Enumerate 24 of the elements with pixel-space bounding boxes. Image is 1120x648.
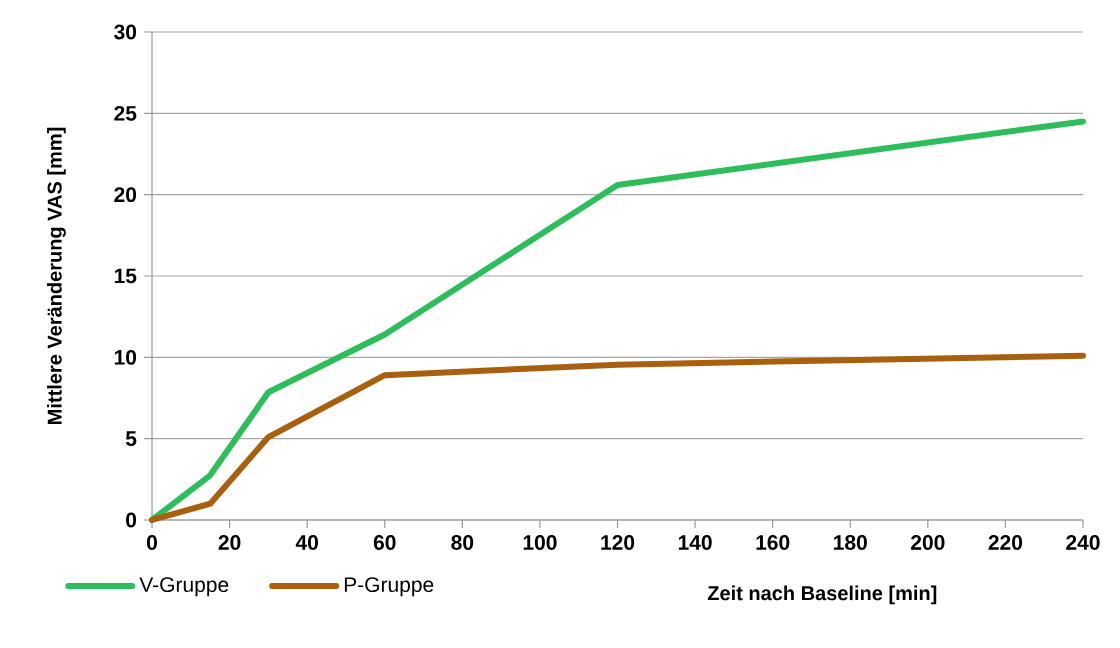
x-tick-label: 160: [756, 535, 790, 550]
x-tick-label: 40: [295, 535, 318, 550]
y-tick-label: 10: [114, 349, 137, 365]
x-tick-label: 80: [451, 535, 474, 550]
x-tick-label: 120: [601, 535, 635, 550]
x-tick-label: 20: [218, 535, 241, 550]
x-tick-label: 100: [523, 535, 557, 550]
y-tick-label: 15: [114, 268, 137, 284]
y-tick-label: 0: [126, 512, 137, 528]
legend-label: P-Gruppe: [344, 577, 434, 597]
x-tick-label: 60: [373, 535, 396, 550]
y-axis-title: Mittlere Veränderung VAS [mm]: [47, 127, 66, 424]
y-tick-label: 20: [114, 187, 137, 203]
y-tick-label: 30: [114, 24, 137, 40]
x-tick-label: 220: [988, 535, 1023, 550]
x-tick-label: 180: [834, 535, 867, 550]
x-tick-label: 140: [678, 535, 712, 550]
x-tick-label: 0: [146, 535, 157, 550]
y-tick-label: 5: [125, 431, 137, 446]
x-axis-title: Zeit nach Baseline [min]: [707, 585, 937, 605]
x-tick-label: 200: [911, 535, 945, 550]
x-tick-label: 240: [1066, 535, 1100, 550]
legend-label: V-Gruppe: [139, 577, 229, 597]
y-tick-label: 25: [114, 105, 137, 121]
